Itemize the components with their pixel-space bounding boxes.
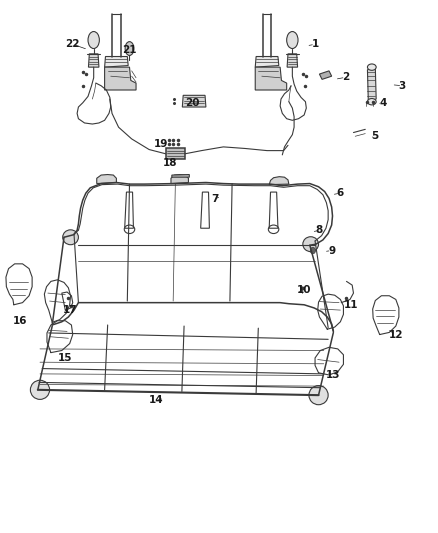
Polygon shape xyxy=(182,95,206,107)
Text: 19: 19 xyxy=(154,139,169,149)
Text: 15: 15 xyxy=(58,353,73,363)
Ellipse shape xyxy=(125,42,134,55)
Text: 21: 21 xyxy=(122,45,137,54)
Text: 6: 6 xyxy=(337,188,344,198)
Ellipse shape xyxy=(309,385,328,405)
Text: 12: 12 xyxy=(389,329,403,340)
Text: 1: 1 xyxy=(311,39,319,49)
Polygon shape xyxy=(255,56,279,67)
Polygon shape xyxy=(367,67,376,102)
Polygon shape xyxy=(287,54,297,67)
Text: 18: 18 xyxy=(163,158,177,168)
Polygon shape xyxy=(105,56,128,67)
Text: 8: 8 xyxy=(316,225,323,236)
Polygon shape xyxy=(319,71,332,79)
Ellipse shape xyxy=(310,247,315,254)
Polygon shape xyxy=(255,67,287,90)
Text: 17: 17 xyxy=(62,305,77,315)
Polygon shape xyxy=(172,174,189,177)
Text: 22: 22 xyxy=(66,39,80,49)
Polygon shape xyxy=(88,54,99,67)
Polygon shape xyxy=(269,176,289,184)
Ellipse shape xyxy=(367,64,376,70)
Text: 5: 5 xyxy=(372,131,379,141)
Ellipse shape xyxy=(287,31,298,49)
Polygon shape xyxy=(97,174,117,183)
Polygon shape xyxy=(171,174,188,183)
Text: 14: 14 xyxy=(148,395,163,406)
Text: 13: 13 xyxy=(326,370,341,381)
Polygon shape xyxy=(105,67,136,90)
Text: 9: 9 xyxy=(328,246,335,255)
Ellipse shape xyxy=(30,380,49,399)
Ellipse shape xyxy=(367,99,376,105)
Text: 4: 4 xyxy=(379,98,386,108)
Ellipse shape xyxy=(63,230,78,245)
Text: 7: 7 xyxy=(211,194,218,204)
Text: 11: 11 xyxy=(343,300,358,310)
Text: 16: 16 xyxy=(13,316,28,326)
Text: 20: 20 xyxy=(186,98,200,108)
Polygon shape xyxy=(166,149,185,159)
Ellipse shape xyxy=(303,237,318,252)
Ellipse shape xyxy=(88,31,99,49)
Text: 3: 3 xyxy=(399,81,406,91)
Text: 2: 2 xyxy=(342,72,349,82)
Text: 10: 10 xyxy=(297,286,311,295)
